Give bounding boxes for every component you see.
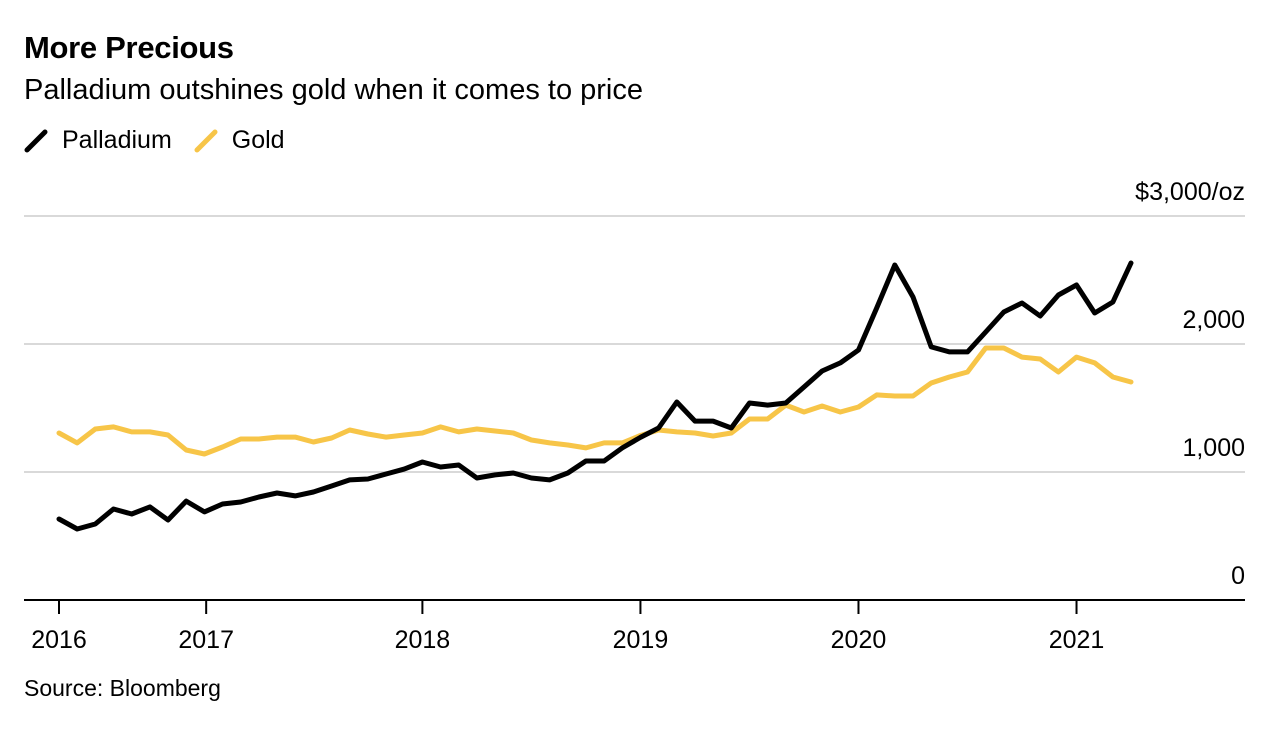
legend-label-gold: Gold <box>231 126 285 154</box>
series-line-gold <box>56 345 1134 457</box>
legend: Palladium Gold <box>24 126 307 155</box>
chart-subtitle: Palladium outshines gold when it comes t… <box>24 74 643 106</box>
series-line-palladium <box>56 260 1134 532</box>
x-axis-labels: 2016 2017 2018 2019 2020 2021 <box>31 626 1104 654</box>
series-lines <box>56 260 1134 532</box>
legend-item-palladium: Palladium <box>24 126 172 155</box>
x-tick-label: 2017 <box>178 626 234 654</box>
x-tick-label: 2019 <box>613 626 669 654</box>
x-tick-label: 2016 <box>31 626 87 654</box>
x-tick-label: 2020 <box>831 626 887 654</box>
legend-label-palladium: Palladium <box>62 126 172 154</box>
source-note: Source: Bloomberg <box>24 675 221 701</box>
y-tick-label: 2,000 <box>1182 306 1245 334</box>
x-tick-label: 2018 <box>395 626 451 654</box>
y-tick-label: 0 <box>1231 562 1245 590</box>
palladium-swatch-icon <box>24 129 48 152</box>
legend-item-gold: Gold <box>194 126 285 155</box>
chart-title: More Precious <box>24 30 234 65</box>
gold-swatch-icon <box>194 129 218 152</box>
x-tick-label: 2021 <box>1049 626 1105 654</box>
y-axis-labels: 0 1,000 2,000 $3,000/oz <box>1135 178 1245 590</box>
y-tick-label: 1,000 <box>1182 434 1245 462</box>
y-tick-label: $3,000/oz <box>1135 178 1245 206</box>
gridlines <box>24 215 1245 473</box>
x-axis <box>24 599 1245 614</box>
